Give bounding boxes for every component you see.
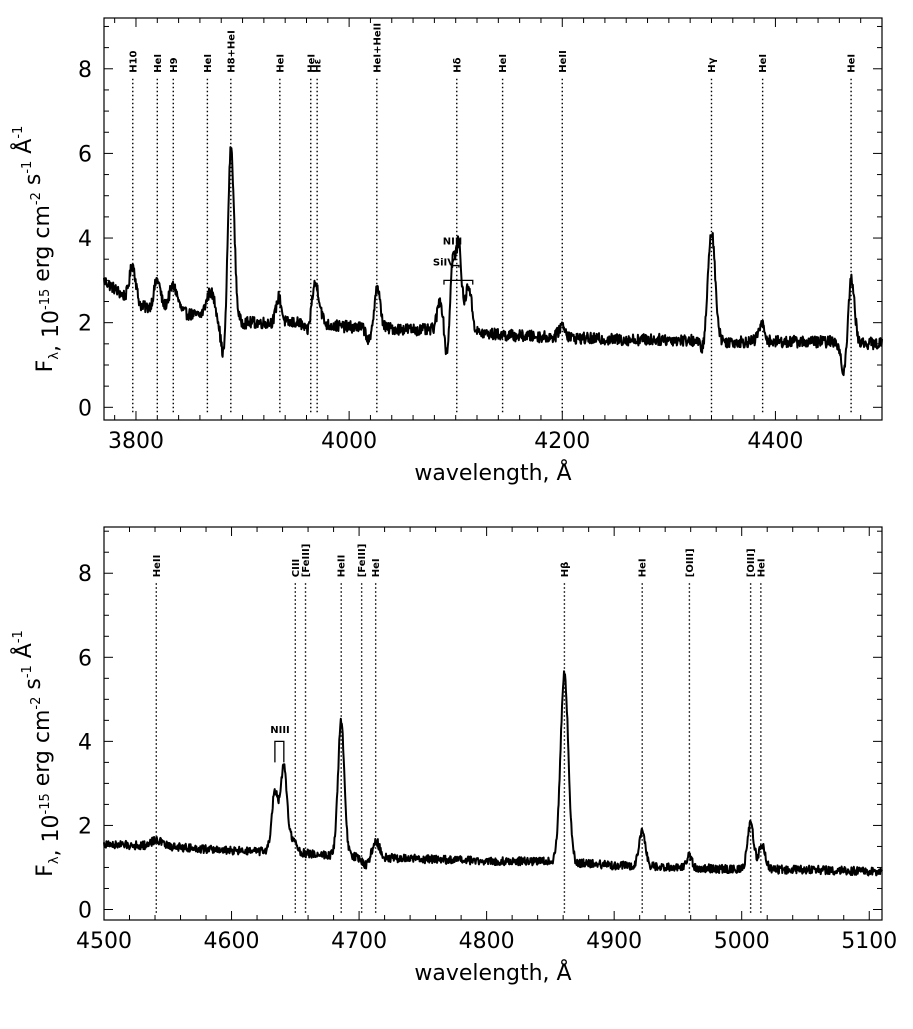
x-tick-label: 4700 <box>331 929 387 954</box>
line-label: HeI <box>153 54 164 73</box>
y-tick-label: 0 <box>78 898 92 923</box>
y-tick-label: 4 <box>78 227 92 252</box>
x-tick-label: 4800 <box>459 929 515 954</box>
line-label: CIII <box>291 559 302 578</box>
x-tick-label: 3800 <box>108 429 164 454</box>
spectrum-line <box>103 670 883 877</box>
line-label: HeI <box>306 54 317 73</box>
line-label: H8+HeI <box>226 30 237 73</box>
line-label: Hβ <box>560 562 571 578</box>
line-label: HeII <box>558 50 569 73</box>
line-label: HeII <box>152 555 163 578</box>
panel-bottom-spectrum: 4500 4600 4700 4800 4900 5000 5100 0 2 4 6 8 wavelen… <box>10 526 897 986</box>
y-tick-label: 6 <box>78 142 92 167</box>
line-label: Hδ <box>452 57 463 72</box>
y-axis-label: Fλ, 10-15 erg cm-2 s-1 Å-1 <box>10 126 64 373</box>
blend-annotation: NIII <box>443 236 463 247</box>
line-label: [OIII] <box>685 548 696 577</box>
x-tick-label: 5000 <box>714 929 770 954</box>
y-tick-label: 2 <box>78 312 92 337</box>
line-label: Hε <box>313 59 324 73</box>
blend-bracket <box>274 740 285 763</box>
blend-annotation: NIII <box>270 725 290 736</box>
blend-bracket <box>451 264 460 268</box>
y-tick-label: 6 <box>78 646 92 671</box>
blend-bracket <box>443 279 474 285</box>
line-label: H10 <box>128 50 139 72</box>
line-label: HeI <box>275 54 286 73</box>
line-label: [FeIII] <box>357 544 368 578</box>
line-label: [FeIII] <box>301 544 312 578</box>
line-label: [OIII] <box>746 548 757 577</box>
line-label: HeI <box>371 558 382 577</box>
y-tick-label: 0 <box>78 396 92 421</box>
line-label: HeI+HeII <box>372 23 383 73</box>
blend-annotation: SiIV <box>433 258 455 269</box>
y-tick-label: 8 <box>78 562 92 587</box>
plot-frame <box>103 526 883 921</box>
line-label: HeII <box>337 555 348 578</box>
plot-frame <box>103 17 883 421</box>
line-label: HeI <box>847 54 858 73</box>
x-axis-label: wavelength, Å <box>414 959 571 986</box>
x-tick-label: 5100 <box>841 929 897 954</box>
x-tick-label: 4900 <box>586 929 642 954</box>
line-label: HeI <box>498 54 509 73</box>
spectrum-line <box>103 146 883 377</box>
y-tick-label: 4 <box>78 730 92 755</box>
y-tick-label: 8 <box>78 58 92 83</box>
line-label: HeI <box>758 54 769 73</box>
x-tick-label: 4500 <box>76 929 132 954</box>
x-tick-label: 4400 <box>747 429 803 454</box>
line-label: H9 <box>169 57 180 72</box>
x-tick-label: 4000 <box>321 429 377 454</box>
panel-top-spectrum: 3800 4000 4200 4400 0 2 4 6 8 wavelength, Å Fλ, 10… <box>10 17 883 486</box>
line-label: HeI <box>756 558 767 577</box>
x-tick-label: 4600 <box>204 929 260 954</box>
x-axis-label: wavelength, Å <box>414 459 571 486</box>
y-axis-label: Fλ, 10-15 erg cm-2 s-1 Å-1 <box>10 630 64 877</box>
x-tick-label: 4200 <box>534 429 590 454</box>
line-label: Hγ <box>707 57 718 72</box>
line-label: HeI <box>638 558 649 577</box>
y-tick-label: 2 <box>78 814 92 839</box>
line-label: HeI <box>203 54 214 73</box>
